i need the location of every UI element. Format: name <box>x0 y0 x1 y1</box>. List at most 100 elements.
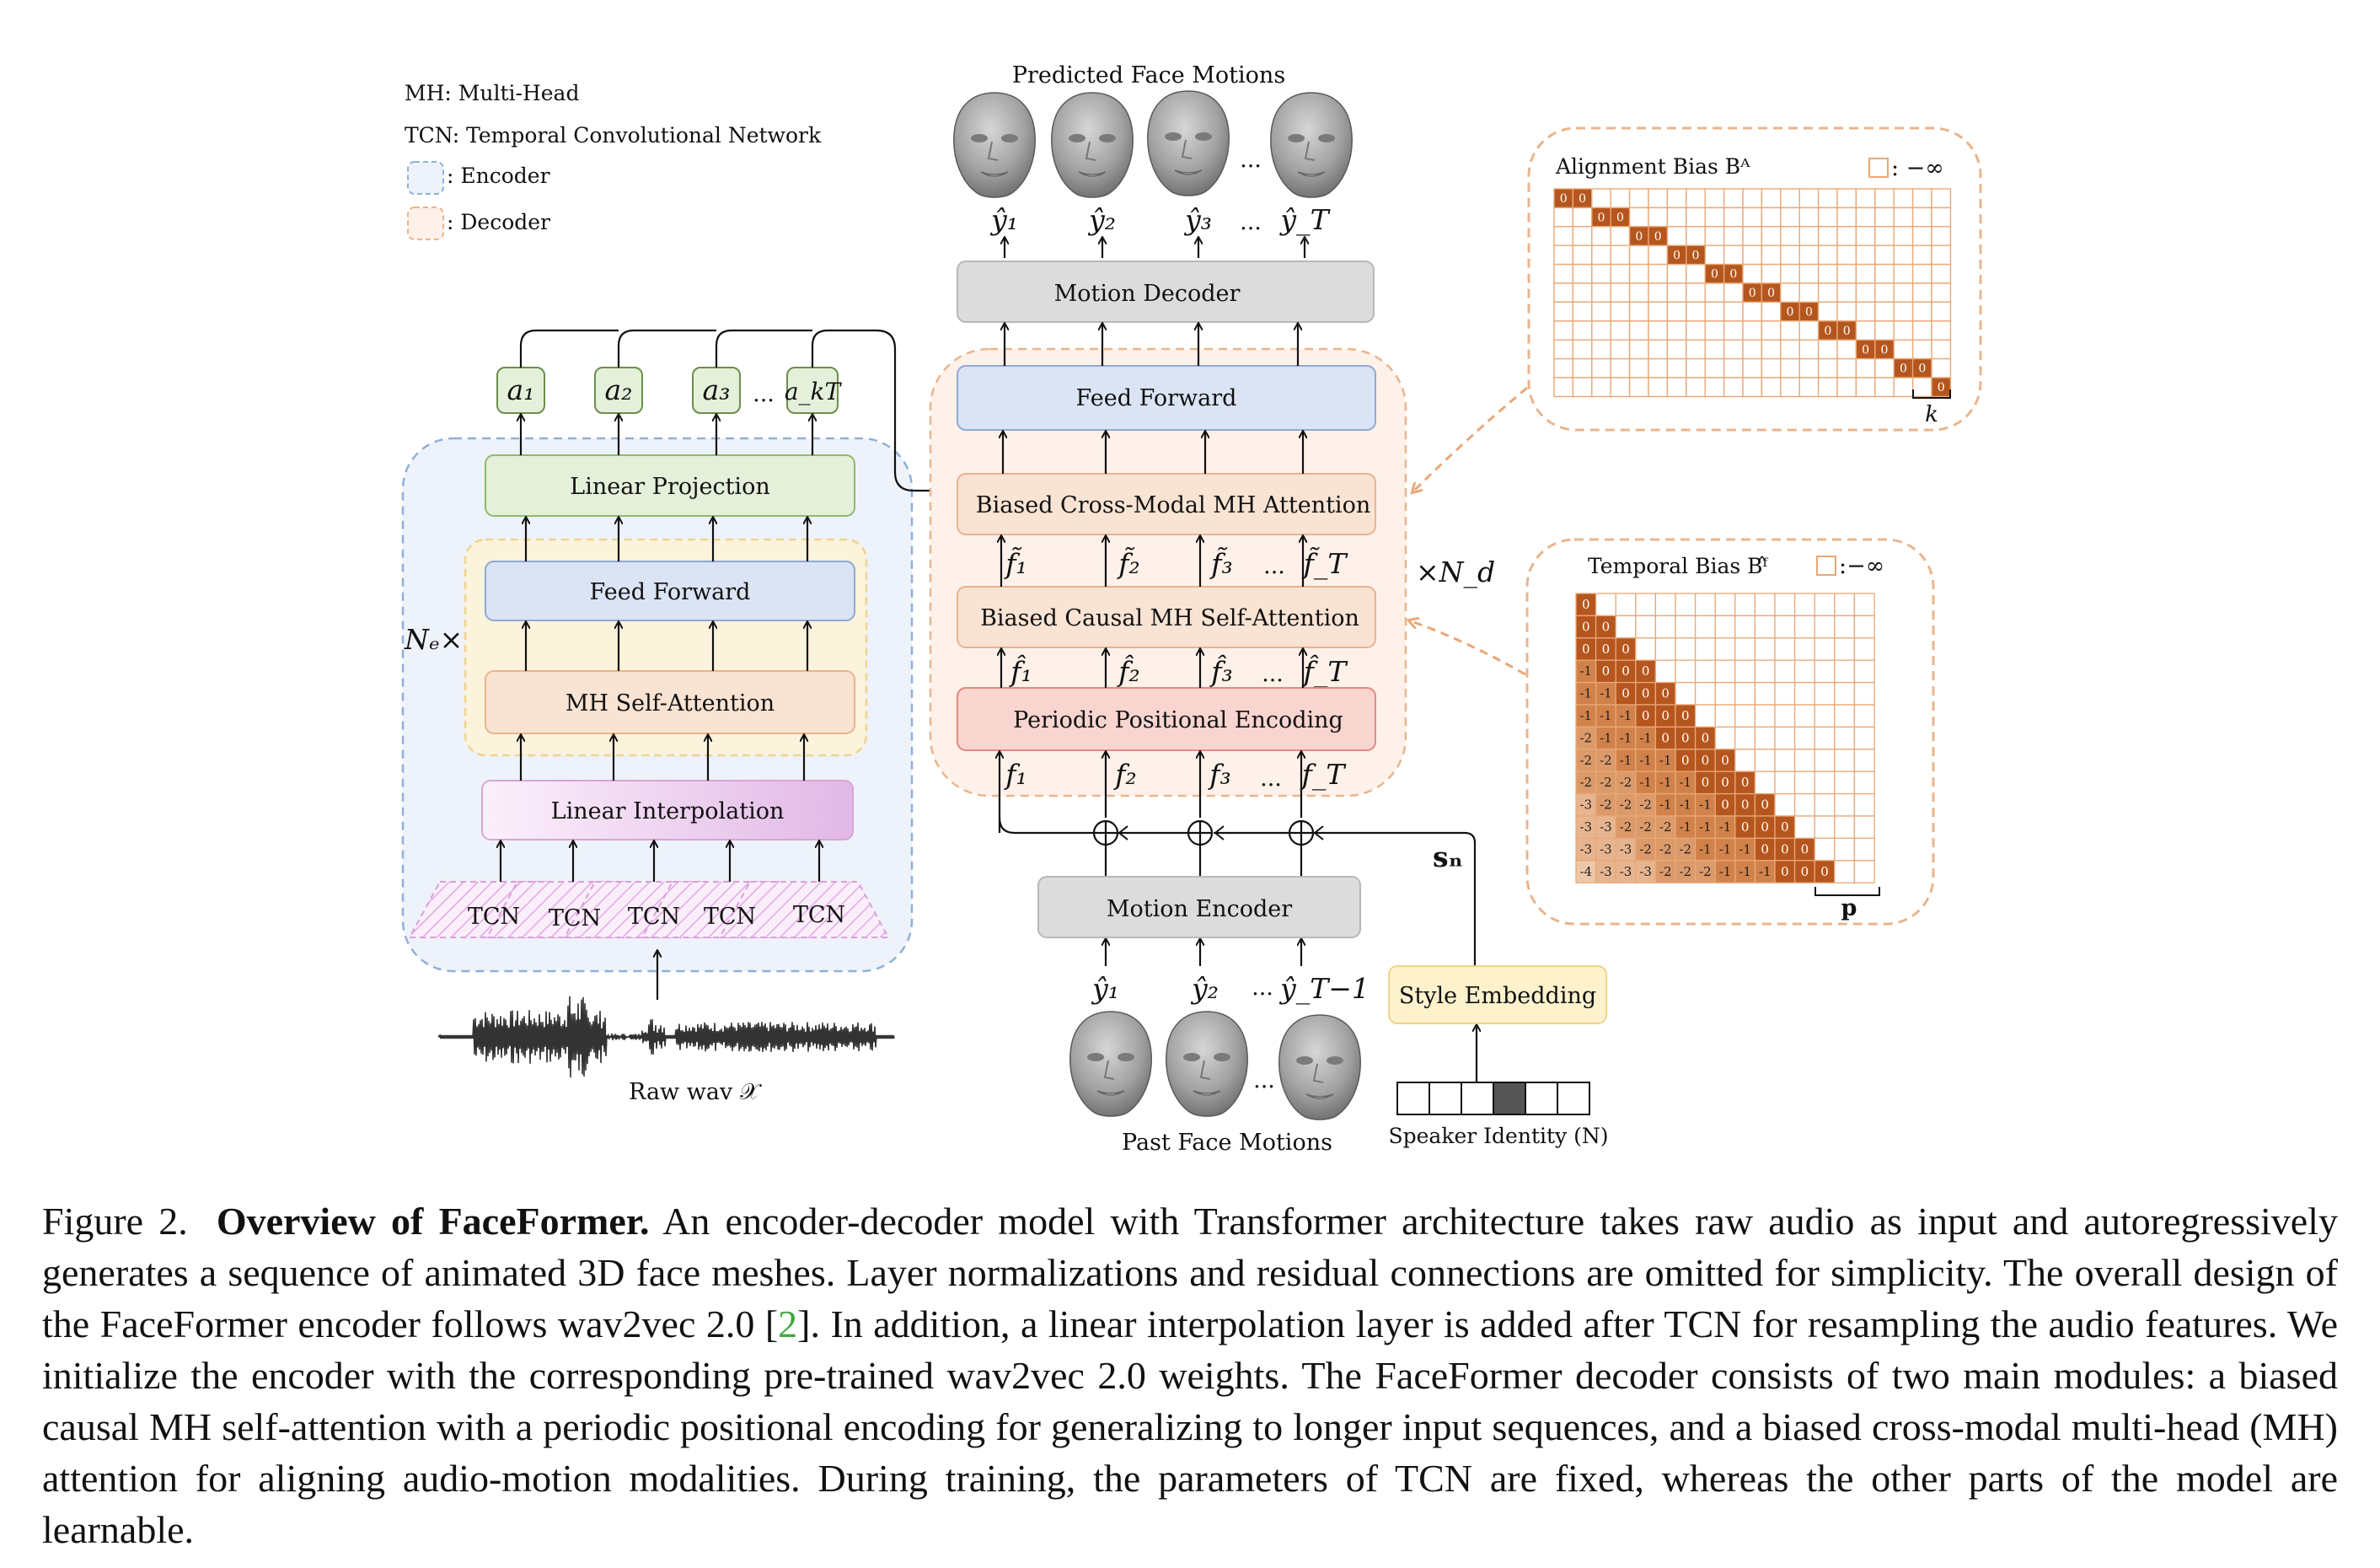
temporal-cell-value: 0 <box>1661 708 1670 723</box>
alignment-cell <box>1591 339 1611 360</box>
alignment-cell <box>1931 188 1952 209</box>
temporal-cell-value: -2 <box>1699 864 1712 879</box>
alignment-cell <box>1723 244 1744 266</box>
temporal-cell-value: -1 <box>1600 730 1612 745</box>
temporal-bias-title: Temporal Bias Bᶠ̂ <box>1588 554 1769 578</box>
temporal-cell-value: 0 <box>1602 642 1611 657</box>
caption-reference-link[interactable]: 2 <box>778 1302 798 1345</box>
alignment-cell <box>1893 207 1914 228</box>
past-faces-ellipsis: ... <box>1253 1067 1275 1093</box>
temporal-cell <box>1853 749 1875 772</box>
temporal-cell <box>1714 659 1736 684</box>
alignment-cell <box>1648 263 1669 284</box>
temporal-cell-value: -1 <box>1719 819 1732 835</box>
alignment-cell <box>1628 357 1649 379</box>
decoder-repeat: ×N_d <box>1416 556 1495 589</box>
temporal-cell <box>1774 659 1796 684</box>
alignment-cell <box>1666 320 1687 341</box>
temporal-cell <box>1635 615 1657 639</box>
alignment-cell <box>1648 244 1669 266</box>
alignment-pointer-arrow <box>1412 386 1528 492</box>
temporal-cell <box>1793 815 1815 840</box>
encoder-output-1: a₁ <box>507 373 535 406</box>
alignment-cell <box>1893 188 1914 209</box>
temporal-p-label: p <box>1841 895 1857 921</box>
temporal-cell <box>1834 815 1856 840</box>
alignment-cell <box>1553 263 1574 284</box>
temporal-cell-value: -1 <box>1659 753 1672 768</box>
temporal-cell <box>1754 637 1776 661</box>
temporal-cell <box>1834 704 1856 728</box>
temporal-cell <box>1734 637 1756 661</box>
legend-decoder: : Decoder <box>447 210 550 234</box>
temporal-cell <box>1814 792 1836 817</box>
temporal-cell <box>1774 771 1796 795</box>
alignment-cell <box>1798 320 1820 341</box>
temporal-cell <box>1814 815 1836 840</box>
alignment-cell <box>1931 207 1952 228</box>
alignment-cell <box>1874 244 1895 266</box>
temporal-cell <box>1694 704 1716 728</box>
alignment-cell <box>1742 357 1763 379</box>
temporal-cell <box>1714 593 1736 617</box>
temporal-cell-value: -2 <box>1659 841 1672 856</box>
alignment-cell <box>1704 244 1725 266</box>
alignment-cell <box>1553 301 1574 322</box>
temporal-cell <box>1814 749 1836 772</box>
temporal-bias-panel: Temporal Bias Bᶠ̂ :−∞ 00 00 0 0-1 0 0 0-1 -1 0 0 0… <box>1525 538 1935 926</box>
alignment-cell-value: 0 <box>1673 249 1680 262</box>
motion-encoder-block <box>1037 876 1361 938</box>
temporal-cell <box>1814 659 1836 684</box>
speaker-identity-label: Speaker Identity (N) <box>1389 1124 1609 1148</box>
temporal-cell <box>1675 593 1697 617</box>
alignment-cell <box>1911 320 1932 341</box>
alignment-cell <box>1931 263 1952 284</box>
temporal-cell <box>1853 792 1875 817</box>
alignment-cell <box>1628 263 1649 284</box>
encoder-output-3: a₃ <box>703 373 731 406</box>
alignment-cell <box>1666 207 1687 228</box>
temporal-cell-value: 0 <box>1721 775 1729 790</box>
alignment-cell <box>1723 320 1744 341</box>
tcn-label-2: TCN <box>549 905 601 932</box>
decoder-region <box>929 347 1407 797</box>
temporal-cell <box>1754 726 1776 750</box>
alignment-cell <box>1761 226 1782 246</box>
temporal-cell-value: 0 <box>1582 619 1590 634</box>
alignment-cell <box>1648 188 1669 209</box>
alignment-cell <box>1893 263 1914 284</box>
linear-projection-label: Linear Projection <box>570 474 769 500</box>
feature-4: f_T <box>1300 758 1348 792</box>
alignment-cell <box>1780 357 1800 379</box>
temporal-cell-value: -1 <box>1699 797 1712 813</box>
temporal-cell <box>1754 681 1776 706</box>
alignment-cell-value: 0 <box>1805 306 1813 320</box>
alignment-cell <box>1817 207 1838 228</box>
alignment-cell <box>1893 244 1914 266</box>
temporal-cell-value: -3 <box>1600 841 1612 856</box>
alignment-bias-panel: Alignment Bias Bᴬ : −∞ 0 00 00 00 00 00 00 00 00… <box>1527 126 1982 432</box>
alignment-cell <box>1931 339 1952 360</box>
temporal-cell <box>1793 792 1815 817</box>
temporal-cell <box>1694 681 1716 706</box>
alignment-cell <box>1836 226 1857 246</box>
alignment-cell <box>1874 301 1895 322</box>
alignment-neg-inf-label: : −∞ <box>1891 155 1944 181</box>
alignment-cell <box>1911 244 1932 266</box>
temporal-cell-value: -4 <box>1579 864 1592 879</box>
encoder-output-4: a_kT <box>785 378 843 405</box>
alignment-cell <box>1798 377 1820 398</box>
temporal-cell <box>1734 615 1756 639</box>
alignment-cell <box>1893 301 1914 322</box>
temporal-cell-value: -1 <box>1639 775 1652 790</box>
temporal-cell-value: -1 <box>1620 753 1632 768</box>
legend-decoder-swatch <box>407 207 444 240</box>
temporal-cell-value: 0 <box>1781 841 1789 856</box>
predicted-output-1: ŷ₁ <box>989 203 1018 236</box>
temporal-cell-value: -2 <box>1620 819 1632 835</box>
linear-projection-block <box>485 454 855 517</box>
alignment-cell <box>1911 207 1932 228</box>
alignment-matrix: 0 00 00 00 00 00 00 00 00 00 00 <box>1553 188 1952 398</box>
temporal-cell-value: -1 <box>1579 663 1592 679</box>
mh-self-attention-block <box>485 670 855 734</box>
